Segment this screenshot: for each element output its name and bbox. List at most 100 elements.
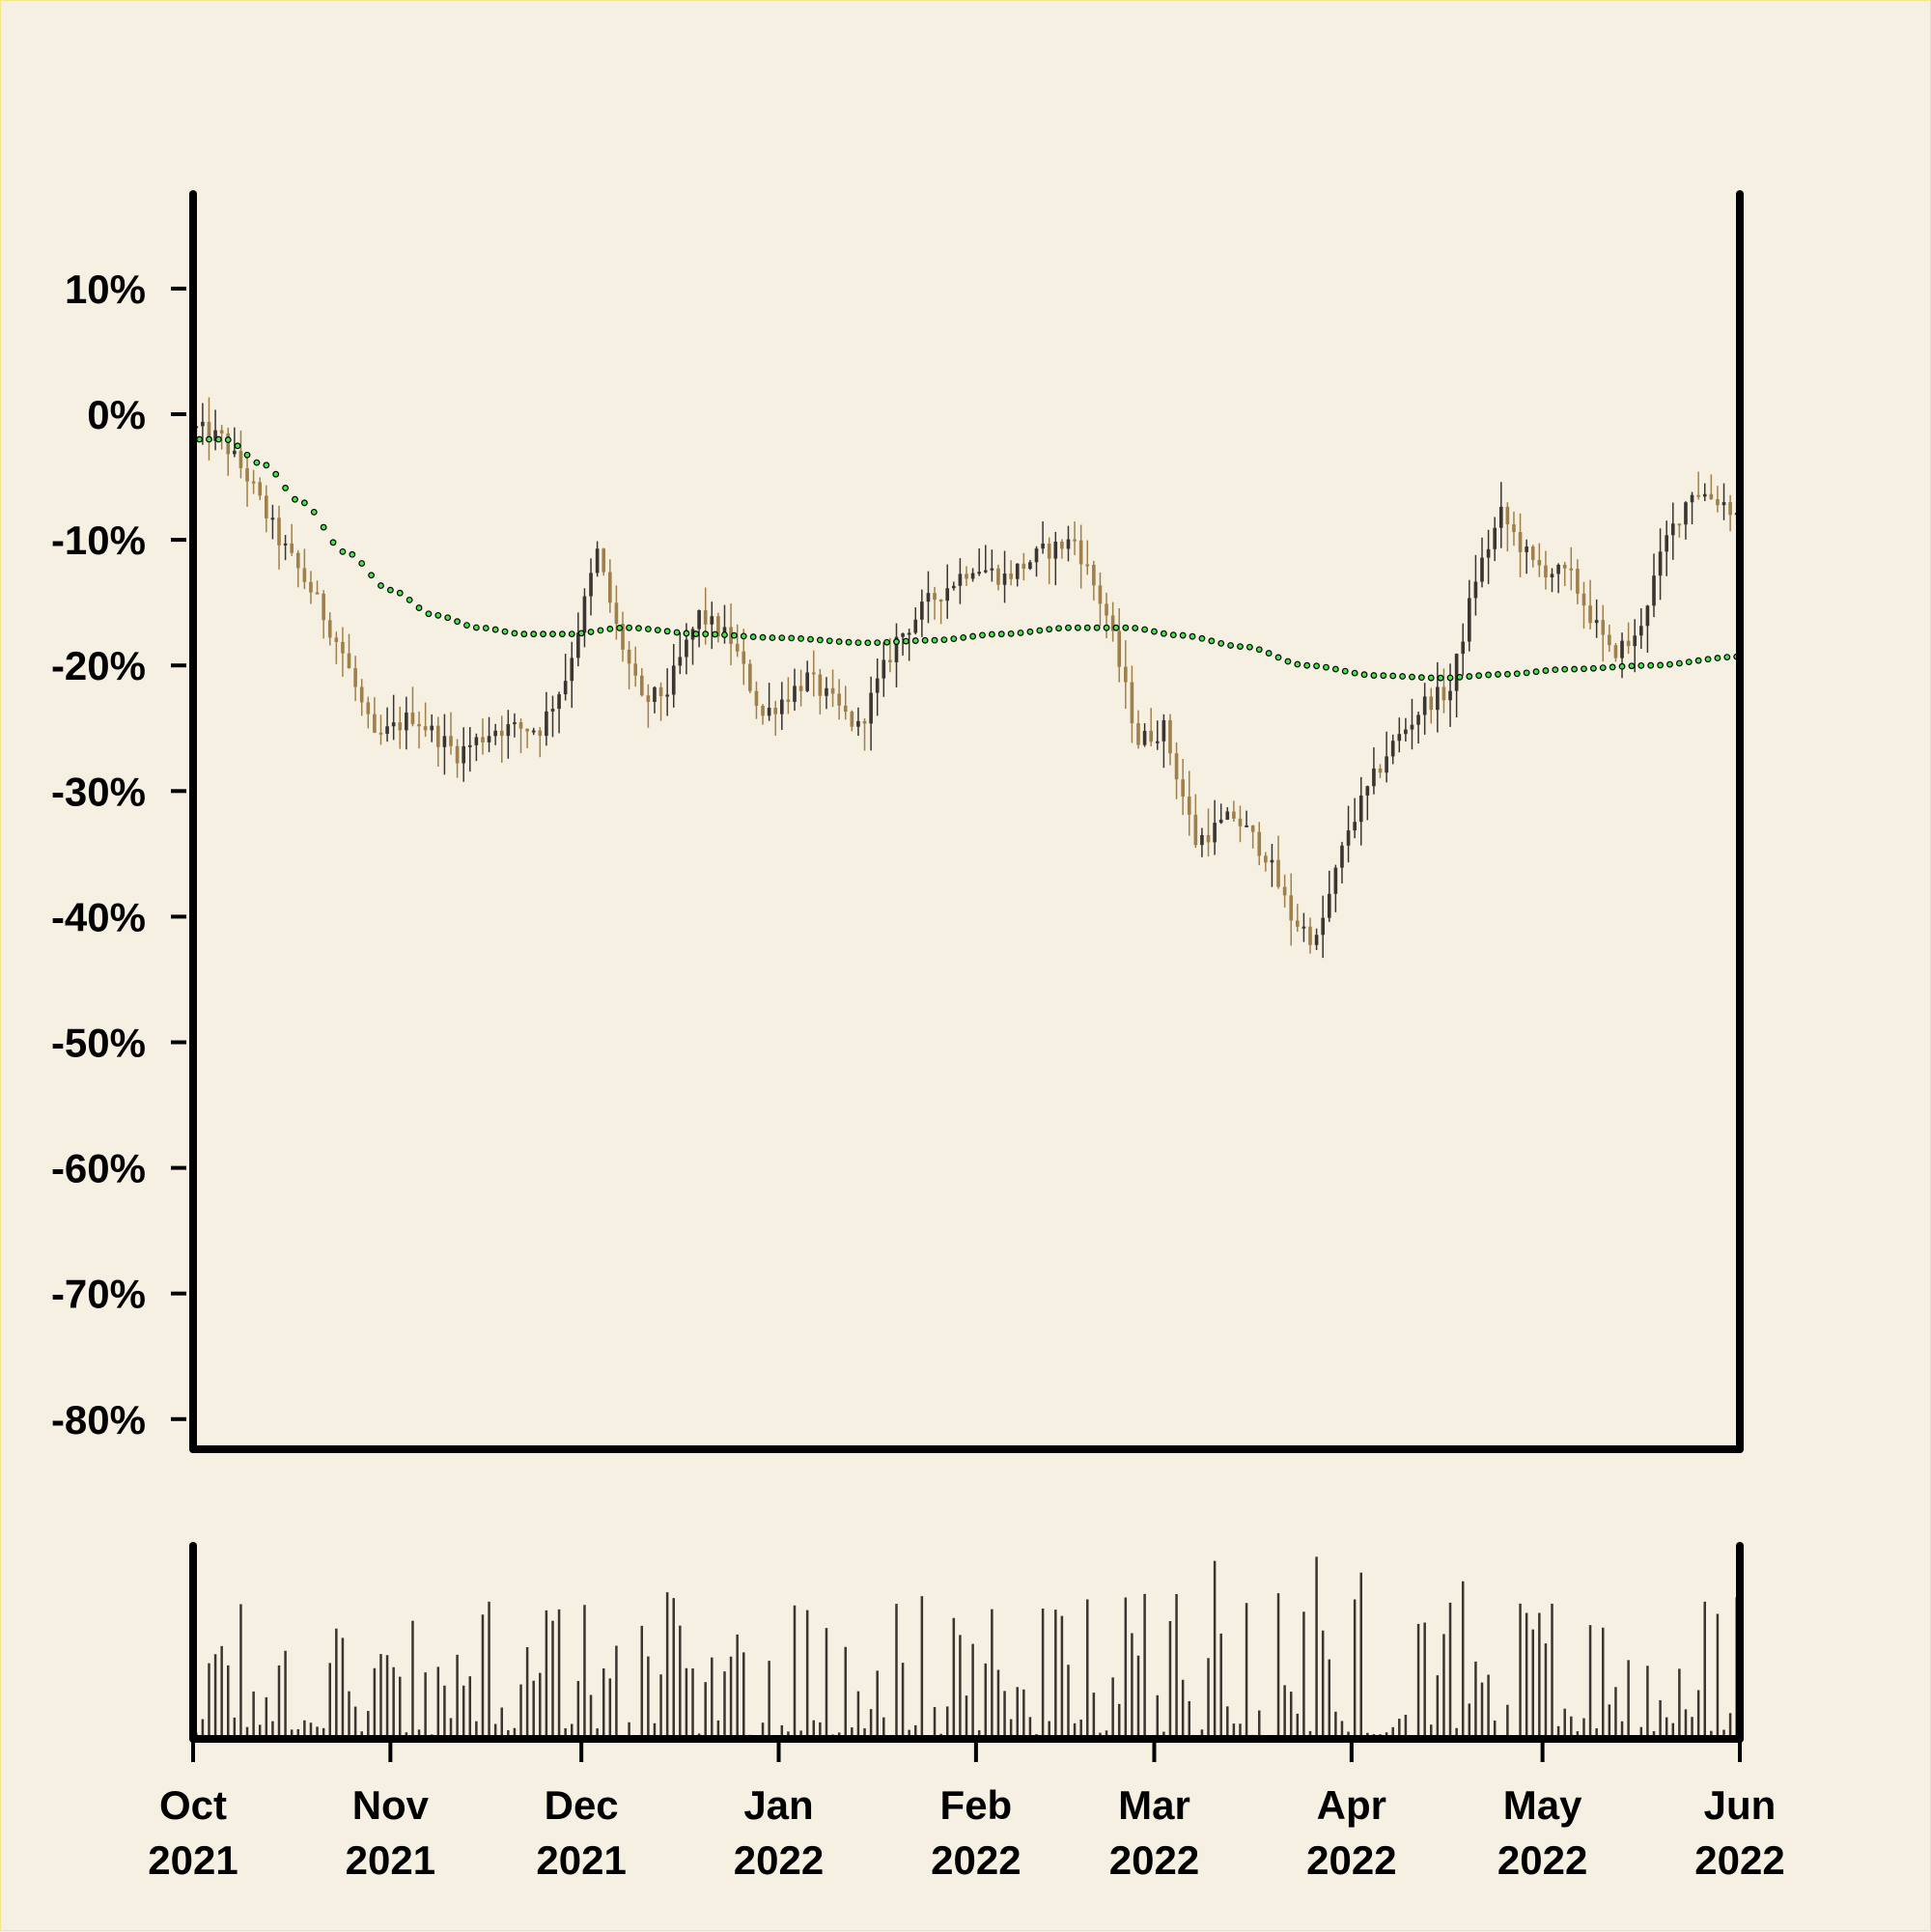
- moving-average-point: [587, 629, 595, 635]
- candle-body: [703, 610, 708, 625]
- moving-average-point: [1083, 624, 1091, 631]
- moving-average-point: [1227, 642, 1234, 649]
- candle-body: [1321, 917, 1325, 936]
- x-tick-month-label: May: [1503, 1782, 1582, 1828]
- moving-average-point: [263, 462, 270, 469]
- candle-body: [341, 641, 345, 654]
- candle-body: [678, 657, 683, 666]
- candle-body: [455, 745, 460, 764]
- candle-body: [811, 672, 816, 675]
- moving-average-point: [253, 459, 261, 466]
- moving-average-point: [749, 633, 757, 640]
- moving-average-point: [1437, 674, 1444, 682]
- price-axes: [189, 190, 1744, 1453]
- candle-body: [550, 709, 555, 712]
- candle-body: [614, 602, 619, 625]
- candle-body: [1390, 741, 1395, 757]
- candle-body: [1073, 539, 1077, 542]
- candle-body: [1238, 818, 1243, 826]
- moving-average-point: [396, 589, 404, 597]
- moving-average-point: [626, 624, 632, 631]
- moving-average-point: [1503, 670, 1511, 678]
- moving-average-point: [1294, 660, 1301, 668]
- candle-body: [1422, 696, 1427, 715]
- candle-body: [665, 694, 669, 697]
- candle-body: [990, 568, 994, 571]
- candle-body: [1308, 926, 1312, 945]
- moving-average-point: [530, 630, 538, 638]
- candles: [194, 397, 1739, 959]
- candle-body: [398, 722, 403, 731]
- moving-average-point: [1055, 625, 1062, 632]
- moving-average-point: [1141, 626, 1148, 633]
- moving-average-line: [196, 435, 1741, 682]
- candle-body: [1721, 502, 1726, 506]
- moving-average-point: [1265, 650, 1273, 657]
- moving-average-point: [1046, 626, 1053, 633]
- candle-body: [487, 736, 491, 742]
- moving-average-point: [1160, 630, 1167, 637]
- volume-axes: [189, 1542, 1744, 1743]
- moving-average-point: [635, 625, 642, 632]
- candle-body: [499, 730, 504, 737]
- candle-body: [1092, 564, 1096, 586]
- moving-average-point: [329, 539, 337, 546]
- moving-average-point: [759, 633, 767, 641]
- x-tick-year-label: 2022: [1306, 1837, 1396, 1883]
- moving-average-point: [654, 627, 661, 634]
- candle-body: [1053, 542, 1058, 559]
- moving-average-point: [444, 614, 452, 622]
- moving-average-point: [1409, 673, 1415, 681]
- candle-body: [201, 421, 205, 427]
- candle-body: [742, 651, 746, 664]
- candle-body: [933, 593, 937, 601]
- moving-average-point: [826, 637, 833, 645]
- moving-average-point: [1657, 661, 1664, 669]
- candle-body: [474, 737, 479, 745]
- moving-average-point: [1714, 655, 1721, 661]
- candle-body: [290, 543, 294, 553]
- candle-body: [1168, 719, 1172, 754]
- candle-body: [952, 585, 956, 589]
- candle-body: [1353, 822, 1357, 831]
- candle-body: [1181, 779, 1185, 798]
- moving-average-point: [454, 618, 461, 626]
- moving-average-point: [234, 442, 241, 450]
- moving-average-point: [1341, 667, 1349, 675]
- candle-body: [1670, 523, 1675, 536]
- moving-average-point: [1208, 637, 1216, 645]
- candle-body: [862, 720, 867, 724]
- candle-body: [1276, 859, 1280, 887]
- candle-body: [805, 672, 809, 691]
- candle-body: [761, 705, 765, 716]
- moving-average-point: [1389, 672, 1397, 680]
- candle-body: [207, 421, 211, 441]
- candle-body: [1378, 768, 1383, 773]
- moving-average-point: [368, 572, 375, 579]
- moving-average-point: [673, 629, 681, 636]
- moving-average-point: [807, 635, 814, 643]
- volume-bars: [195, 1556, 1738, 1739]
- candle-body: [563, 681, 568, 695]
- moving-average-point: [1112, 624, 1120, 631]
- candle-body: [1213, 823, 1217, 843]
- candle-body: [557, 694, 561, 710]
- candle-body: [1130, 682, 1134, 724]
- y-tick-label: -60%: [51, 1146, 146, 1191]
- moving-average-point: [1189, 632, 1196, 640]
- moving-average-point: [463, 622, 470, 629]
- candle-body: [773, 708, 778, 714]
- moving-average-point: [740, 632, 747, 640]
- candle-body: [493, 730, 497, 737]
- candle-body: [882, 659, 886, 679]
- moving-average-point: [491, 626, 499, 633]
- candle-body: [238, 450, 243, 468]
- candle-body: [965, 574, 968, 579]
- candle-body: [506, 724, 511, 737]
- candle-body: [1544, 565, 1548, 578]
- candle-body: [1117, 630, 1122, 667]
- moving-average-point: [1380, 672, 1387, 680]
- candle-body: [1588, 605, 1592, 624]
- moving-average-point: [1523, 669, 1530, 677]
